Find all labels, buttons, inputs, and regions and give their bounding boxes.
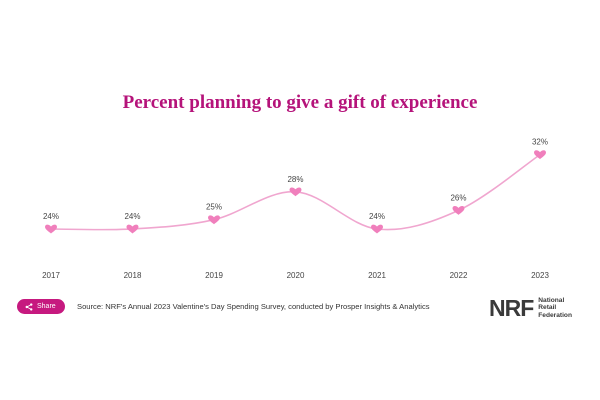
x-tick-label-2018: 2018: [124, 271, 142, 280]
x-tick-label-2019: 2019: [205, 271, 223, 280]
data-label-2023: 32%: [532, 138, 548, 147]
data-point-2022: [452, 206, 465, 215]
nrf-logo: NRF National Retail Federation: [489, 294, 572, 322]
source-note: Source: NRF's Annual 2023 Valentine's Da…: [77, 302, 430, 311]
logo-line-2: Retail: [538, 304, 557, 312]
logo-line-1: National: [538, 296, 565, 304]
data-label-2022: 26%: [450, 193, 466, 202]
logo-text: National Retail Federation: [538, 297, 572, 319]
share-label: Share: [37, 303, 56, 310]
data-label-2019: 25%: [206, 203, 222, 212]
data-point-2023: [534, 150, 546, 160]
line-chart: 24% 2017 24% 2018 25% 2019 28% 2020 24% 2021 26% 20…: [42, 138, 549, 280]
x-tick-label-2023: 2023: [531, 271, 549, 280]
chart-footer: Share Source: NRF's Annual 2023 Valentin…: [0, 294, 600, 324]
data-point-2017: [45, 224, 57, 234]
data-point-2020: [289, 187, 302, 197]
share-button[interactable]: Share: [17, 299, 65, 314]
x-tick-label-2017: 2017: [42, 271, 60, 280]
share-icon: [25, 302, 33, 311]
data-point-2021: [371, 224, 383, 234]
x-tick-label-2020: 2020: [287, 271, 305, 280]
x-tick-label-2022: 2022: [450, 271, 468, 280]
logo-line-3: Federation: [538, 311, 572, 319]
logo-mark: NRF: [489, 294, 534, 321]
data-label-2021: 24%: [369, 212, 385, 221]
chart-title: Percent planning to give a gift of exper…: [122, 92, 478, 113]
x-tick-label-2021: 2021: [368, 271, 386, 280]
data-point-2018: [126, 224, 139, 234]
data-point-2019: [208, 215, 220, 225]
data-label-2018: 24%: [124, 212, 140, 221]
data-label-2017: 24%: [43, 212, 59, 221]
data-label-2020: 28%: [287, 175, 303, 184]
